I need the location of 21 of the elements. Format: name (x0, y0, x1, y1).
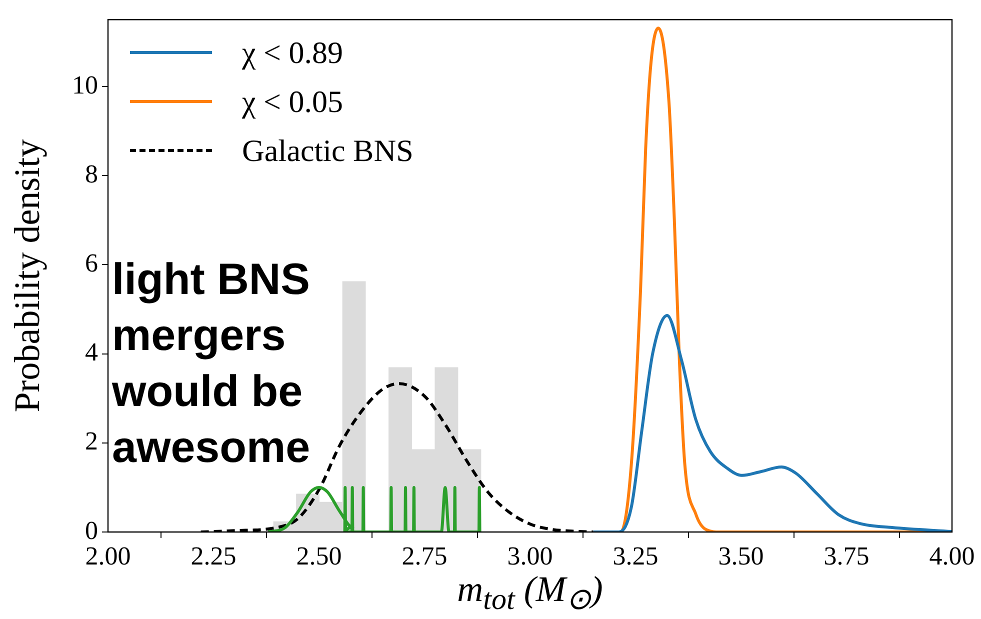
x-tick-label: 2.50 (296, 541, 342, 570)
line-series (592, 314, 952, 532)
x-axis-title: m$_{tot}$ (M$_{⊙}$) (457, 569, 603, 616)
y-axis-title: Probability density (7, 139, 48, 412)
legend-label: χ < 0.05 (242, 83, 343, 121)
y-tick-label: 6 (85, 248, 98, 278)
x-tick-label: 3.50 (718, 541, 764, 570)
y-tick-label: 2 (85, 426, 98, 456)
y-tick-label: 4 (85, 338, 98, 367)
x-tick-label: 3.25 (612, 541, 658, 570)
y-tick-label: 8 (85, 159, 98, 188)
x-tick-label: 3.75 (824, 541, 870, 570)
x-tick-label: 3.00 (507, 541, 553, 570)
x-tick-label: 2.75 (402, 541, 448, 570)
legend-label: Galactic BNS (242, 132, 414, 170)
y-tick-label: 10 (72, 70, 98, 100)
legend-label: χ < 0.89 (242, 34, 343, 72)
x-tick-label: 2.25 (190, 541, 236, 570)
x-tick-label: 4.00 (929, 541, 975, 570)
line-series (266, 486, 482, 532)
annotation: light BNS mergers would be awesome (112, 254, 312, 474)
